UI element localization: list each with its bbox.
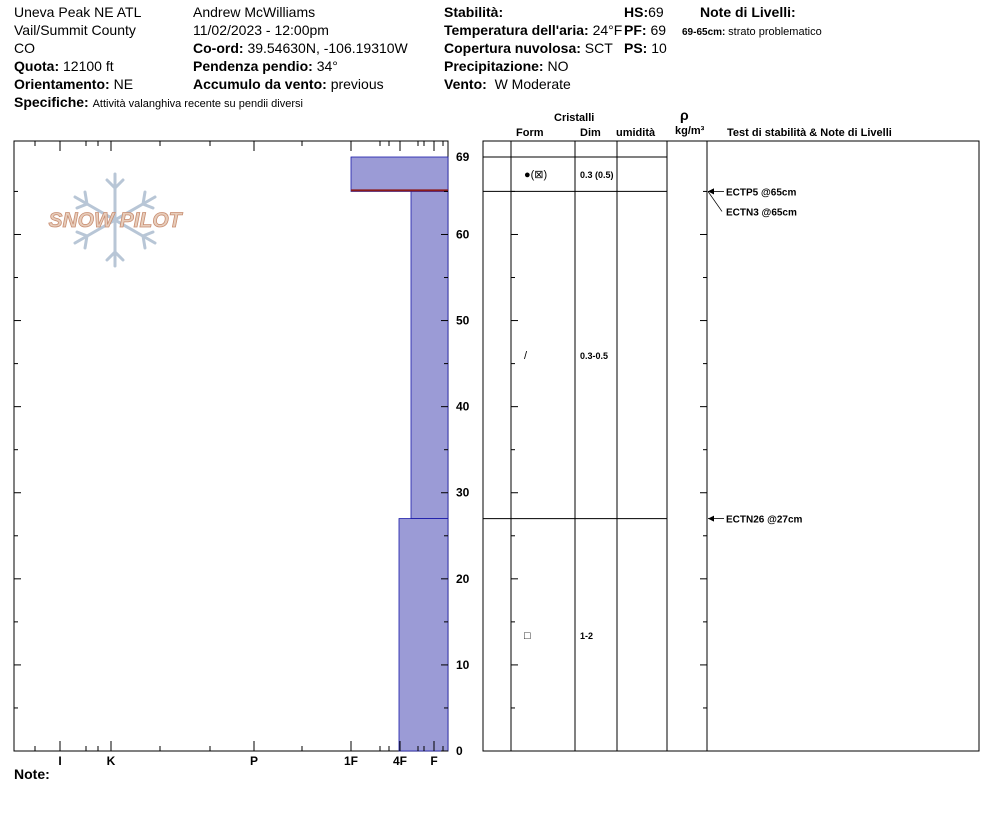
test-arrowhead — [708, 188, 714, 195]
hardness-layer-bar — [350, 156, 449, 192]
pf-row: PF: 69 — [624, 22, 666, 38]
state: CO — [14, 40, 35, 56]
air-temp-value: 24°F — [592, 22, 623, 38]
crystal-form: / — [524, 350, 528, 362]
ps-label: PS: — [624, 40, 648, 56]
layer-note-text: strato problematico — [728, 26, 822, 38]
x-tick-label: F — [430, 754, 437, 768]
test-arrow — [707, 191, 723, 212]
wind-value: W Moderate — [494, 76, 571, 92]
wind-row: Vento: W Moderate — [444, 76, 571, 92]
hardness-layer-bar — [398, 518, 449, 752]
col-tests: Test di stabilità & Note di Livelli — [727, 127, 892, 139]
precip-value: NO — [547, 58, 569, 74]
x-tick-label: 4F — [393, 754, 407, 768]
precip-label: Precipitazione: — [444, 58, 544, 74]
col-crystals: Cristalli — [554, 112, 595, 124]
aspect-label: Orientamento: — [14, 76, 110, 92]
col-moisture: umidità — [616, 127, 656, 139]
notes-label: Note: — [14, 766, 50, 782]
ps-value: 10 — [651, 40, 667, 56]
test-label: ECTN3 @65cm — [726, 207, 797, 218]
coord-row: Co-ord: 39.54630N, -106.19310W — [193, 40, 408, 56]
elevation-value: 12100 ft — [63, 58, 114, 74]
hardness-layer-bar — [410, 191, 449, 519]
coord-label: Co-ord: — [193, 40, 244, 56]
hs-row: HS:69 — [624, 4, 664, 20]
slope-value: 34° — [316, 58, 338, 74]
y-tick-label: 10 — [456, 658, 470, 672]
y-tick-label: 0 — [456, 744, 463, 758]
ps-row: PS: 10 — [624, 40, 667, 56]
specifics-value: Attività valanghiva recente su pendii di… — [92, 98, 303, 110]
slope-row: Pendenza pendio: 34° — [193, 58, 338, 74]
wind-label: Vento: — [444, 76, 487, 92]
y-tick-label: 30 — [456, 486, 470, 500]
test-label: ECTP5 @65cm — [726, 187, 796, 198]
elevation-label: Quota: — [14, 58, 60, 74]
specifics-row: Specifiche: Attività valanghiva recente … — [14, 94, 303, 112]
air-temp-label: Temperatura dell'aria: — [444, 22, 589, 38]
coord-value: 39.54630N, -106.19310W — [247, 40, 408, 56]
wind-loading-label: Accumulo da vento: — [193, 76, 327, 92]
location: Uneva Peak NE ATL — [14, 4, 142, 20]
crystal-size: 0.3 (0.5) — [580, 170, 614, 180]
hardness-plot-frame — [13, 140, 449, 752]
test-arrowhead — [708, 515, 714, 522]
x-tick-label: P — [250, 754, 258, 768]
crystal-table-frame — [482, 140, 980, 752]
hs-label: HS: — [624, 4, 649, 20]
sky-row: Copertura nuvolosa: SCT — [444, 40, 613, 56]
specifics-label: Specifiche: — [14, 94, 89, 110]
sky-value: SCT — [584, 40, 613, 56]
crystal-size: 1-2 — [580, 631, 593, 641]
x-tick-label: K — [107, 754, 116, 768]
sky-label: Copertura nuvolosa: — [444, 40, 581, 56]
y-tick-label: 69 — [456, 150, 470, 164]
y-tick-label: 60 — [456, 227, 470, 241]
elevation-row: Quota: 12100 ft — [14, 58, 114, 74]
pf-label: PF: — [624, 22, 647, 38]
col-density-symbol: ρ — [680, 107, 689, 123]
air-temp-row: Temperatura dell'aria: 24°F — [444, 22, 622, 38]
y-tick-label: 40 — [456, 400, 470, 414]
layer-note: 69-65cm: strato problematico — [682, 24, 822, 41]
x-tick-label: 1F — [344, 754, 358, 768]
wind-loading-row: Accumulo da vento: previous — [193, 76, 384, 92]
pf-value: 69 — [650, 22, 667, 38]
test-label: ECTN26 @27cm — [726, 515, 803, 526]
crystal-form: ●(⊠) — [524, 169, 547, 181]
layer-note-range: 69-65cm: — [682, 27, 726, 38]
col-size: Dim — [580, 127, 601, 139]
datetime: 11/02/2023 - 12:00pm — [193, 22, 329, 38]
region: Vail/Summit County — [14, 22, 136, 38]
col-form: Form — [516, 127, 544, 139]
hs-value: 69 — [648, 4, 664, 20]
y-tick-label: 20 — [456, 572, 470, 586]
precip-row: Precipitazione: NO — [444, 58, 568, 74]
y-tick-label: 50 — [456, 314, 470, 328]
crystal-size: 0.3-0.5 — [580, 351, 608, 361]
crystal-form: □ — [524, 630, 531, 642]
col-density-unit: kg/m³ — [675, 125, 705, 137]
layer-notes-title: Note di Livelli: — [700, 4, 796, 20]
stability-label: Stabilità: — [444, 4, 504, 20]
x-tick-label: I — [58, 754, 61, 768]
observer: Andrew McWilliams — [193, 4, 316, 20]
aspect-row: Orientamento: NE — [14, 76, 133, 92]
slope-label: Pendenza pendio: — [193, 58, 313, 74]
aspect-value: NE — [113, 76, 134, 92]
wind-loading-value: previous — [330, 76, 384, 92]
